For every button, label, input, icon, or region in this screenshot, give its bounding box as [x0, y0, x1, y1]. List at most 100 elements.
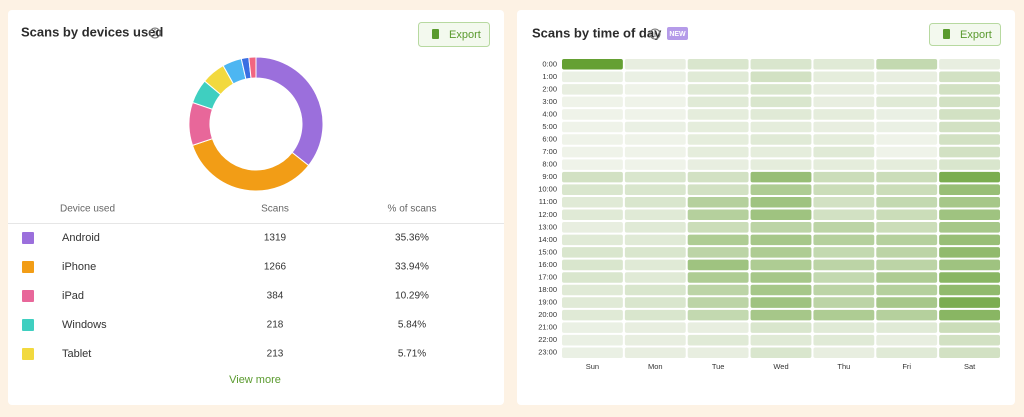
- device-name: iPhone: [62, 261, 96, 273]
- x-tick-label: Wed: [773, 362, 788, 371]
- heat-cell: [687, 84, 749, 95]
- heat-cell: [876, 184, 938, 195]
- scan-percent: 5.71%: [398, 349, 426, 360]
- x-tick-label: Fri: [902, 362, 911, 371]
- heat-cell: [687, 121, 749, 133]
- export-label[interactable]: Export: [449, 29, 481, 41]
- heat-cell: [687, 209, 749, 221]
- heat-cell: [939, 146, 1000, 158]
- device-name: Android: [62, 232, 100, 244]
- heat-cell: [750, 309, 812, 321]
- heat-cell: [750, 96, 812, 108]
- heat-cell: [687, 334, 749, 346]
- heat-cell: [750, 347, 812, 358]
- x-tick-label: Tue: [712, 362, 725, 371]
- heat-cell: [939, 159, 1000, 170]
- heat-cell: [687, 134, 749, 145]
- heat-cell: [562, 134, 623, 145]
- heat-cell: [939, 59, 1000, 70]
- heat-cell: [813, 272, 875, 283]
- heat-cell: [687, 159, 749, 170]
- heat-cell: [562, 259, 623, 271]
- heat-cell: [813, 96, 875, 108]
- heat-cell: [624, 96, 686, 108]
- heat-cell: [876, 297, 938, 308]
- heat-cell: [939, 109, 1000, 120]
- heat-cell: [876, 96, 938, 108]
- heat-cell: [813, 222, 875, 233]
- scan-count: 384: [267, 291, 284, 302]
- legend-swatch: [22, 232, 34, 244]
- heat-cell: [939, 334, 1000, 346]
- heat-cell: [687, 309, 749, 321]
- export-button[interactable]: Export: [929, 23, 1001, 46]
- heat-cell: [876, 222, 938, 233]
- heat-cell: [750, 259, 812, 271]
- heat-cell: [750, 146, 812, 158]
- heat-cell: [813, 247, 875, 258]
- heat-cell: [813, 121, 875, 133]
- legend-swatch: [22, 348, 34, 360]
- x-tick-label: Sun: [586, 362, 599, 371]
- y-tick-label: 19:00: [538, 298, 557, 307]
- heat-cell: [750, 134, 812, 145]
- heat-cell: [813, 109, 875, 120]
- device-name: iPad: [62, 290, 84, 302]
- scan-percent: 5.84%: [398, 320, 426, 331]
- export-button[interactable]: Export: [418, 22, 490, 47]
- heat-cell: [750, 272, 812, 283]
- panel-title: Scans by time of day: [532, 25, 662, 40]
- heat-cell: [750, 234, 812, 246]
- heat-cell: [562, 171, 623, 183]
- heat-cell: [750, 171, 812, 183]
- view-more-link[interactable]: View more: [229, 374, 281, 386]
- heat-cell: [750, 334, 812, 346]
- heat-cell: [562, 234, 623, 246]
- heat-cell: [876, 196, 938, 208]
- y-tick-label: 5:00: [542, 122, 557, 131]
- y-tick-label: 21:00: [538, 323, 557, 332]
- heat-cell: [939, 171, 1000, 183]
- y-tick-label: 15:00: [538, 247, 557, 256]
- heat-cell: [813, 309, 875, 321]
- export-label[interactable]: Export: [960, 29, 992, 41]
- heat-cell: [687, 146, 749, 158]
- y-tick-label: 13:00: [538, 222, 557, 231]
- y-tick-label: 2:00: [542, 84, 557, 93]
- y-tick-label: 12:00: [538, 210, 557, 219]
- heat-cell: [813, 347, 875, 358]
- heat-cell: [687, 71, 749, 83]
- y-tick-label: 18:00: [538, 285, 557, 294]
- heat-cell: [624, 71, 686, 83]
- heat-cell: [876, 209, 938, 221]
- heat-cell: [624, 259, 686, 271]
- heat-cell: [624, 234, 686, 246]
- heat-cell: [813, 259, 875, 271]
- table-header: % of scans: [388, 204, 437, 215]
- heat-cell: [876, 84, 938, 95]
- heat-cell: [750, 196, 812, 208]
- device-name: Tablet: [62, 348, 91, 360]
- heat-cell: [750, 159, 812, 170]
- y-tick-label: 6:00: [542, 135, 557, 144]
- heat-cell: [750, 59, 812, 70]
- heat-cell: [876, 159, 938, 170]
- heat-cell: [813, 71, 875, 83]
- heat-cell: [624, 222, 686, 233]
- info-icon: [149, 27, 161, 39]
- heat-cell: [813, 134, 875, 145]
- heat-cell: [813, 322, 875, 333]
- heat-cell: [687, 196, 749, 208]
- heat-cell: [624, 309, 686, 321]
- y-tick-label: 20:00: [538, 310, 557, 319]
- heat-cell: [562, 146, 623, 158]
- heat-cell: [876, 272, 938, 283]
- heat-cell: [876, 247, 938, 258]
- scan-count: 218: [267, 320, 284, 331]
- heat-cell: [750, 71, 812, 83]
- heat-cell: [813, 171, 875, 183]
- heat-cell: [562, 322, 623, 333]
- heat-cell: [687, 234, 749, 246]
- heat-cell: [939, 322, 1000, 333]
